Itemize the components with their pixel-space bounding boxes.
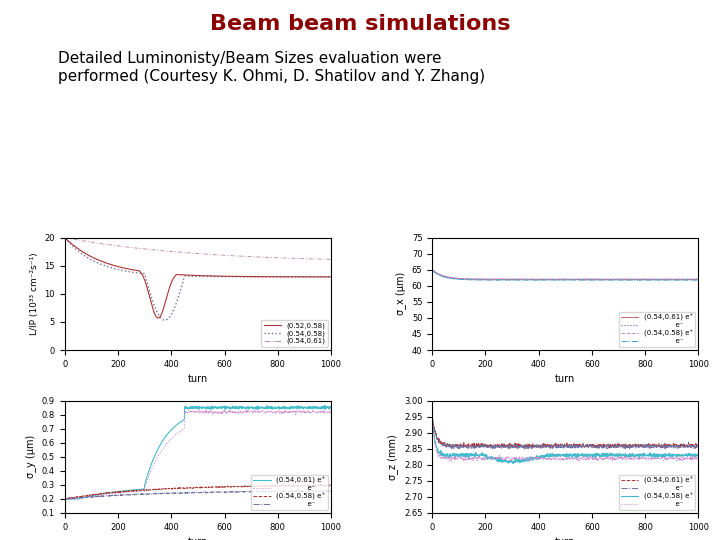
X-axis label: turn: turn xyxy=(188,374,208,384)
Text: Beam beam simulations: Beam beam simulations xyxy=(210,14,510,33)
X-axis label: turn: turn xyxy=(555,537,575,540)
Legend: (0.54,0.61) e⁺,               e⁻, (0.54,0.58) e⁺,               e⁻: (0.54,0.61) e⁺, e⁻, (0.54,0.58) e⁺, e⁻ xyxy=(618,475,695,510)
Y-axis label: σ_y (μm): σ_y (μm) xyxy=(25,435,36,478)
Y-axis label: σ_x (μm): σ_x (μm) xyxy=(395,272,406,315)
Y-axis label: σ_z (mm): σ_z (mm) xyxy=(387,434,398,480)
Y-axis label: L/IP (10³³ cm⁻²s⁻¹): L/IP (10³³ cm⁻²s⁻¹) xyxy=(30,253,39,335)
X-axis label: turn: turn xyxy=(188,537,208,540)
Legend: (0.54,0.61) e⁺,               e⁻, (0.54,0.58) e⁺,               e⁻: (0.54,0.61) e⁺, e⁻, (0.54,0.58) e⁺, e⁻ xyxy=(618,312,695,347)
Legend: (0.52,0.58), (0.54,0.58), (0.54,0.61): (0.52,0.58), (0.54,0.58), (0.54,0.61) xyxy=(261,320,328,347)
Legend: (0.54,0.61) e⁺,               e⁻, (0.54,0.58) e⁺,               e⁻: (0.54,0.61) e⁺, e⁻, (0.54,0.58) e⁺, e⁻ xyxy=(251,475,328,510)
Text: Detailed Luminonisty/Beam Sizes evaluation were
performed (Courtesy K. Ohmi, D. : Detailed Luminonisty/Beam Sizes evaluati… xyxy=(58,51,485,84)
X-axis label: turn: turn xyxy=(555,374,575,384)
